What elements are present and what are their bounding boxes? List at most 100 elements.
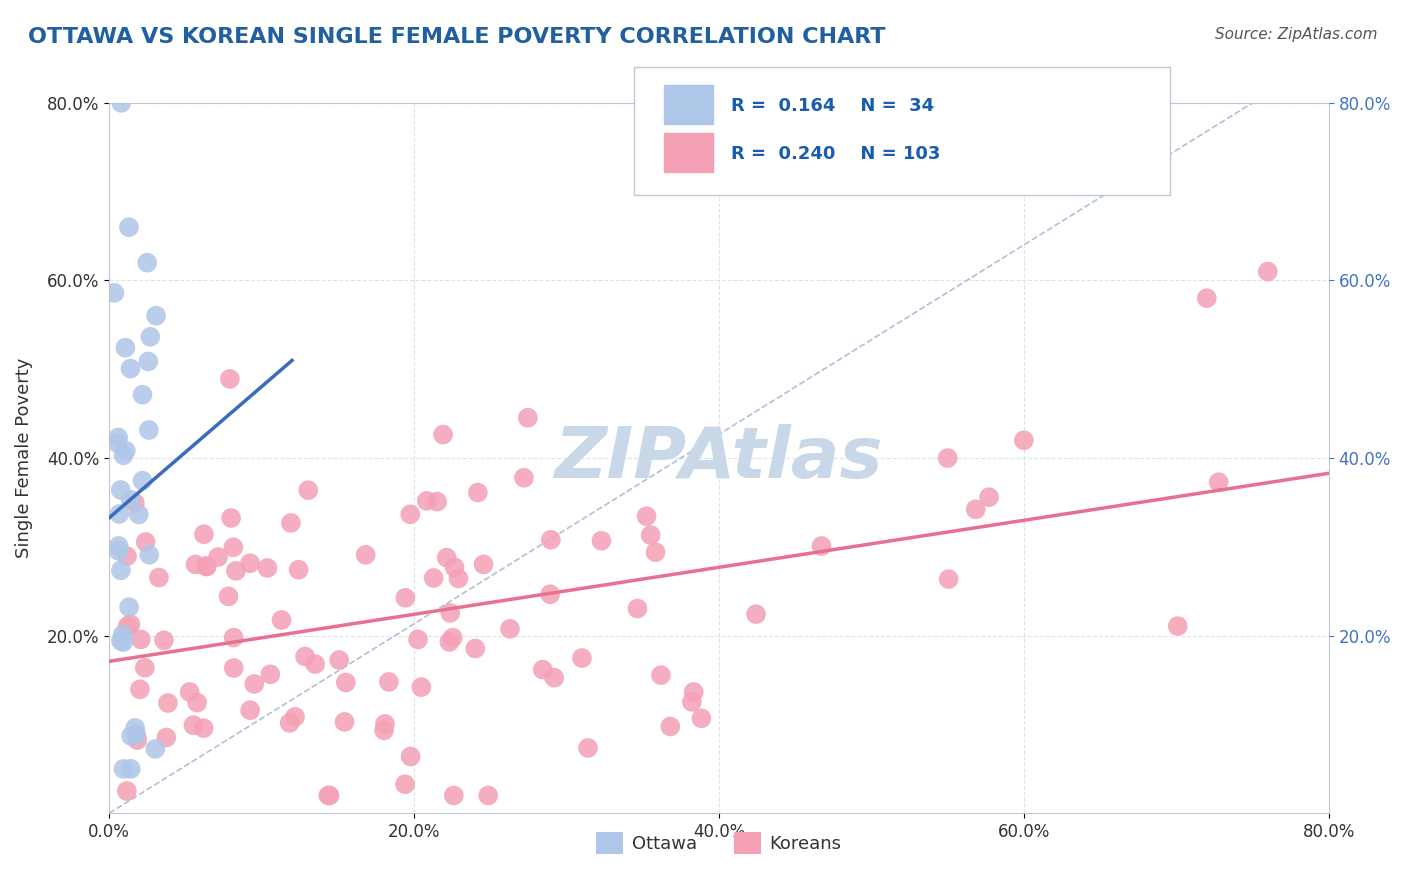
Point (426, 494, 449, 508)
Point (256, 561, 278, 575)
Point (394, 777, 416, 791)
Point (354, 548, 377, 562)
Point (1195, 291, 1218, 305)
Point (297, 483, 319, 498)
Text: Source: ZipAtlas.com: Source: ZipAtlas.com (1215, 27, 1378, 42)
Point (439, 606, 461, 620)
Point (399, 749, 422, 764)
Point (259, 667, 281, 681)
Point (378, 674, 401, 689)
Point (280, 516, 302, 530)
Point (270, 613, 292, 627)
Point (195, 559, 218, 574)
Point (107, 430, 129, 444)
Point (1257, 264, 1279, 278)
Point (222, 631, 245, 645)
Text: R =  0.240    N = 103: R = 0.240 N = 103 (731, 145, 941, 163)
Point (114, 443, 136, 458)
Text: OTTAWA VS KOREAN SINGLE FEMALE POVERTY CORRELATION CHART: OTTAWA VS KOREAN SINGLE FEMALE POVERTY C… (28, 27, 886, 46)
Point (124, 496, 146, 510)
Point (965, 502, 987, 516)
Point (207, 549, 229, 564)
Point (155, 731, 177, 745)
Point (110, 633, 132, 648)
Point (636, 509, 658, 524)
Point (118, 600, 141, 615)
Point (540, 533, 562, 547)
Point (131, 474, 153, 488)
Point (239, 703, 262, 717)
Point (124, 721, 146, 735)
Point (294, 649, 316, 664)
Point (467, 485, 489, 500)
Legend: Ottawa, Koreans: Ottawa, Koreans (589, 824, 849, 861)
Point (153, 633, 176, 648)
Point (129, 632, 152, 647)
Bar (664, 85, 713, 124)
Point (516, 410, 538, 425)
Point (103, 285, 125, 300)
Point (138, 423, 160, 437)
Point (145, 742, 167, 756)
Point (193, 527, 215, 541)
Point (644, 545, 666, 559)
Point (219, 511, 242, 525)
Point (128, 508, 150, 522)
Point (640, 528, 662, 542)
Bar (664, 134, 713, 172)
Point (432, 427, 454, 442)
Point (125, 727, 148, 741)
Point (120, 762, 142, 776)
Point (110, 483, 132, 497)
Point (117, 619, 139, 633)
Point (139, 330, 162, 344)
Point (394, 591, 416, 605)
Point (406, 632, 429, 647)
Point (110, 563, 132, 577)
Text: ZIPAtlas: ZIPAtlas (555, 424, 883, 492)
Point (690, 711, 713, 725)
Point (131, 387, 153, 401)
Point (936, 451, 959, 466)
Point (443, 560, 465, 574)
Point (120, 617, 142, 632)
Point (218, 590, 240, 604)
Point (373, 723, 395, 738)
Point (650, 668, 672, 682)
Point (287, 563, 309, 577)
Point (145, 309, 167, 323)
Point (659, 719, 682, 733)
Point (318, 789, 340, 803)
Point (576, 740, 599, 755)
Point (513, 471, 536, 485)
Point (416, 493, 439, 508)
Point (136, 256, 159, 270)
Point (156, 696, 179, 710)
Point (422, 571, 444, 585)
Point (179, 685, 201, 699)
Point (129, 682, 152, 697)
Point (335, 675, 357, 690)
Point (115, 549, 138, 564)
Point (108, 544, 131, 558)
Point (411, 680, 433, 694)
Point (186, 696, 208, 710)
Point (239, 556, 262, 570)
Point (243, 677, 266, 691)
Point (120, 729, 142, 743)
Point (439, 635, 461, 649)
Y-axis label: Single Female Poverty: Single Female Poverty (15, 358, 32, 558)
Point (284, 710, 307, 724)
Point (184, 558, 207, 572)
Point (112, 448, 135, 462)
Point (127, 733, 149, 747)
Point (183, 718, 205, 732)
Point (111, 627, 134, 641)
Point (682, 685, 704, 699)
Point (477, 789, 499, 803)
Point (1208, 475, 1230, 490)
Point (399, 508, 422, 522)
Point (745, 607, 768, 621)
Point (538, 587, 561, 601)
Point (134, 661, 156, 675)
